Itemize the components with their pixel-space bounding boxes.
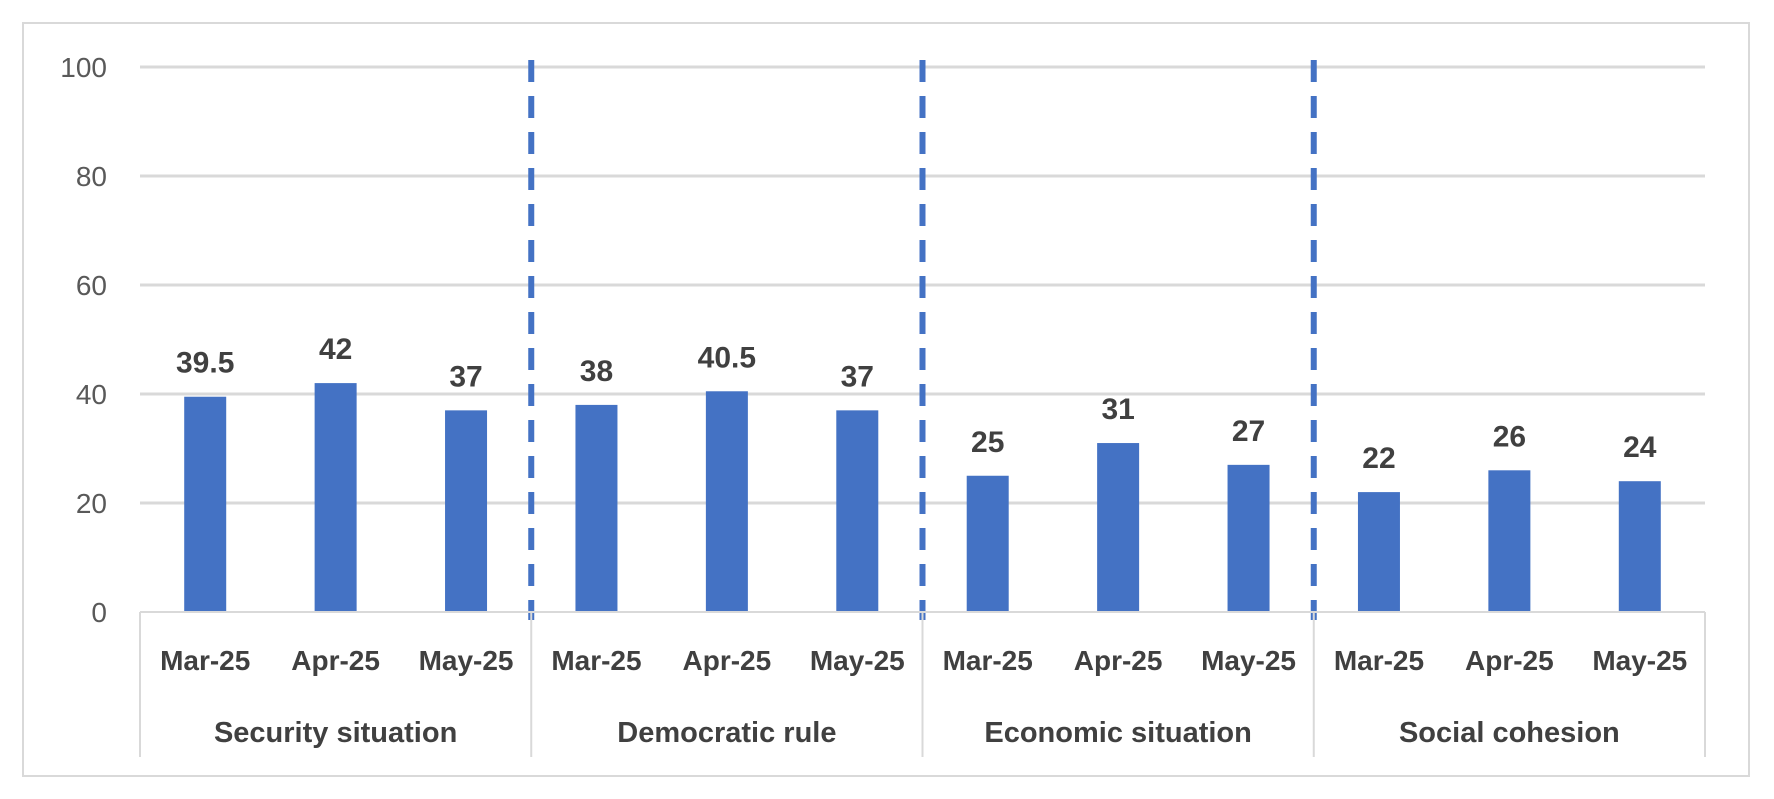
y-axis-ticks: 0 20 40 60 80 100 [60,52,107,628]
x-category-label: Mar-25 [1334,645,1424,676]
data-label: 39.5 [176,347,234,380]
bar [1097,443,1140,612]
x-category-label: Mar-25 [551,645,641,676]
bar [575,404,618,612]
x-category-label: May-25 [810,645,905,676]
bar [1357,492,1400,612]
bar [184,396,227,612]
data-label: 24 [1623,431,1657,464]
x-group-label: Security situation [214,717,457,749]
data-label: 22 [1362,442,1395,475]
bar [1488,470,1531,612]
bar [836,410,879,612]
data-label: 42 [319,333,352,366]
data-label: 27 [1232,415,1265,448]
x-group-label: Social cohesion [1399,717,1620,749]
bar [445,410,488,612]
data-label: 37 [449,360,482,393]
data-labels: 39.5 42 37 38 40.5 37 25 31 27 22 26 24 [176,333,1657,475]
data-label: 38 [580,355,613,388]
y-tick-label: 20 [76,488,107,519]
y-tick-label: 60 [76,270,107,301]
x-category-label: May-25 [419,645,514,676]
y-tick-label: 0 [91,597,107,628]
x-category-label: Mar-25 [160,645,250,676]
group-separators [528,60,1317,620]
y-tick-label: 40 [76,379,107,410]
x-category-label: Apr-25 [1465,645,1554,676]
data-label: 25 [971,426,1004,459]
x-category-label: Apr-25 [683,645,772,676]
bar [966,475,1009,612]
bar [1618,481,1661,612]
data-label: 26 [1493,420,1526,453]
chart-frame [22,22,1750,777]
data-label: 40.5 [698,341,756,374]
x-axis: Mar-25 Apr-25 May-25 Security situation Mar-… [139,611,1706,757]
y-tick-label: 100 [60,52,107,83]
data-label: 31 [1101,393,1134,426]
x-category-label: Apr-25 [1074,645,1163,676]
data-label: 37 [841,360,874,393]
y-tick-label: 80 [76,161,107,192]
bar [705,391,748,612]
bar [1227,464,1270,612]
x-category-label: May-25 [1201,645,1296,676]
bars [184,383,1661,612]
x-group-label: Democratic rule [617,717,836,749]
x-group-label: Economic situation [984,717,1251,749]
x-category-label: Mar-25 [943,645,1033,676]
x-category-label: May-25 [1592,645,1687,676]
x-category-label: Apr-25 [291,645,380,676]
bar [314,383,357,612]
